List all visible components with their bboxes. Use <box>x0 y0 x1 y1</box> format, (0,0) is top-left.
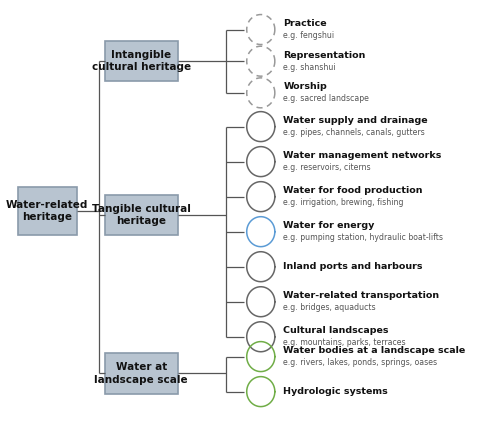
FancyBboxPatch shape <box>105 41 178 81</box>
Text: Representation: Representation <box>284 51 366 60</box>
Text: e.g. rivers, lakes, ponds, springs, oases: e.g. rivers, lakes, ponds, springs, oase… <box>284 358 438 367</box>
FancyBboxPatch shape <box>105 354 178 393</box>
Text: e.g. pumping station, hydraulic boat-lifts: e.g. pumping station, hydraulic boat-lif… <box>284 233 444 242</box>
Text: e.g. shanshui: e.g. shanshui <box>284 62 336 72</box>
Text: Water at
landscape scale: Water at landscape scale <box>94 362 188 385</box>
Text: Water-related transportation: Water-related transportation <box>284 291 440 300</box>
Text: e.g. bridges, aquaducts: e.g. bridges, aquaducts <box>284 303 376 312</box>
Text: Water supply and drainage: Water supply and drainage <box>284 116 428 125</box>
Text: e.g. sacred landscape: e.g. sacred landscape <box>284 94 369 103</box>
Text: e.g. pipes, channels, canals, gutters: e.g. pipes, channels, canals, gutters <box>284 128 425 137</box>
Text: Tangible cultural
heritage: Tangible cultural heritage <box>92 204 190 227</box>
Text: Water for energy: Water for energy <box>284 221 374 230</box>
Text: Water for food production: Water for food production <box>284 186 423 195</box>
Text: e.g. fengshui: e.g. fengshui <box>284 31 335 40</box>
Text: Water-related
heritage: Water-related heritage <box>6 200 88 222</box>
Text: Intangible
cultural heritage: Intangible cultural heritage <box>92 50 190 73</box>
FancyBboxPatch shape <box>18 187 76 235</box>
Text: Practice: Practice <box>284 19 327 28</box>
Text: e.g. reservoirs, citerns: e.g. reservoirs, citerns <box>284 163 371 172</box>
Text: Water bodies at a landscape scale: Water bodies at a landscape scale <box>284 346 466 355</box>
Text: e.g. mountains, parks, terraces: e.g. mountains, parks, terraces <box>284 338 406 347</box>
Text: e.g. irrigation, brewing, fishing: e.g. irrigation, brewing, fishing <box>284 198 404 207</box>
Text: Cultural landscapes: Cultural landscapes <box>284 326 389 335</box>
Text: Hydrologic systems: Hydrologic systems <box>284 387 388 396</box>
Text: Water management networks: Water management networks <box>284 151 442 160</box>
FancyBboxPatch shape <box>105 195 178 235</box>
Text: Worship: Worship <box>284 82 327 92</box>
Text: Inland ports and harbours: Inland ports and harbours <box>284 262 423 271</box>
